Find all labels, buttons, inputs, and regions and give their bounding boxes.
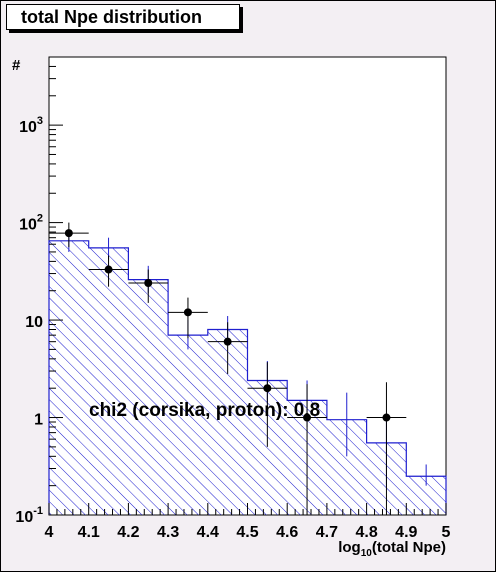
y-tick-label: 102	[19, 213, 43, 234]
y-tick-base: 10	[25, 314, 43, 331]
y-tick-exponent: -1	[33, 505, 43, 517]
chart-title: total Npe distribution	[6, 4, 240, 30]
x-tick-label: 4.8	[355, 524, 377, 541]
histogram-bar	[168, 335, 208, 515]
y-axis-title: #	[12, 57, 21, 74]
y-tick-exponent: 2	[37, 213, 43, 225]
x-tick-label: 4.1	[78, 524, 100, 541]
data-point	[183, 308, 192, 317]
x-tick-label: 5	[442, 524, 451, 541]
x-tick-label: 4	[45, 524, 54, 541]
x-tick-label: 4.2	[117, 524, 139, 541]
data-points-layer	[49, 222, 407, 515]
x-tick-label: 4.9	[395, 524, 417, 541]
y-tick-label: 103	[19, 115, 43, 136]
histogram-layer	[48, 230, 447, 516]
chi2-annotation: chi2 (corsika, proton): 0.8	[89, 400, 320, 421]
data-point	[64, 229, 73, 238]
x-tick-label: 4.4	[197, 524, 219, 541]
y-tick-label: 1	[34, 412, 43, 429]
data-point	[144, 279, 153, 288]
histogram-bar	[88, 247, 129, 516]
x-tick-label: 4.6	[276, 524, 298, 541]
axes-layer: 4 4.1 4.2 4.3 4.4 4.5 4.6 4.7 4.8 4.9 510-11101021…	[15, 56, 451, 541]
y-tick-exponent: 3	[37, 115, 43, 127]
y-tick-base: 10	[15, 509, 33, 526]
y-tick-label: 10-1	[15, 505, 43, 526]
y-tick-base: 10	[19, 217, 37, 234]
data-point	[382, 413, 391, 422]
data-point	[263, 384, 272, 393]
data-point	[223, 337, 232, 346]
histogram-bar	[128, 279, 169, 515]
x-tick-label: 4.7	[316, 524, 338, 541]
y-tick-base: 1	[34, 412, 43, 429]
data-point	[104, 265, 113, 274]
x-tick-label: 4.3	[157, 524, 179, 541]
data-point	[303, 413, 312, 422]
y-tick-base: 10	[19, 119, 37, 136]
y-tick-label: 10	[25, 314, 43, 331]
histogram-bar	[49, 240, 89, 515]
x-tick-label: 4.5	[236, 524, 258, 541]
x-axis-title: log10(total Npe)	[338, 539, 446, 559]
